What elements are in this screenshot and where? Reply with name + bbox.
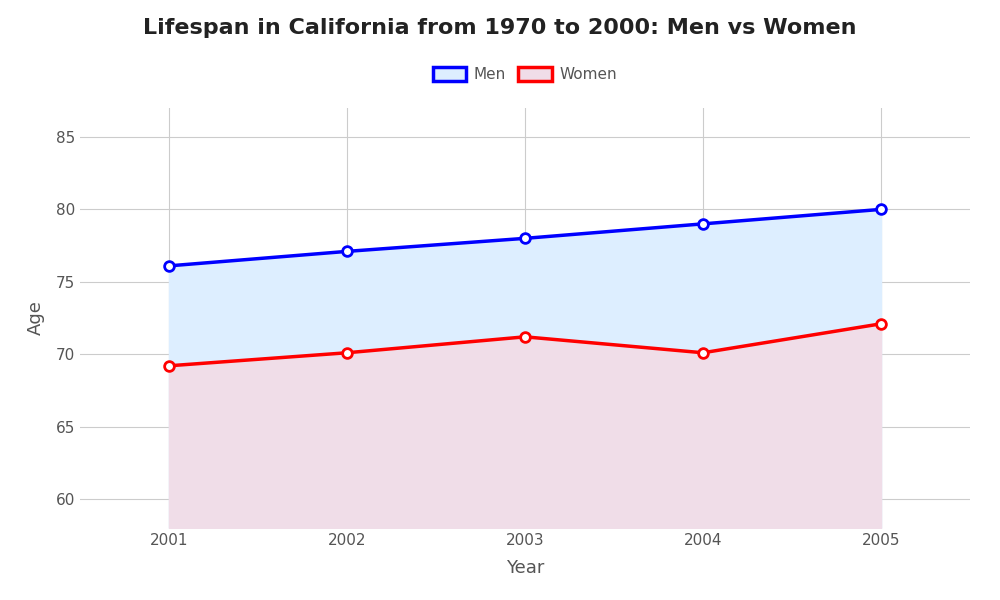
X-axis label: Year: Year <box>506 559 544 577</box>
Legend: Men, Women: Men, Women <box>427 61 623 88</box>
Text: Lifespan in California from 1970 to 2000: Men vs Women: Lifespan in California from 1970 to 2000… <box>143 18 857 38</box>
Y-axis label: Age: Age <box>27 301 45 335</box>
